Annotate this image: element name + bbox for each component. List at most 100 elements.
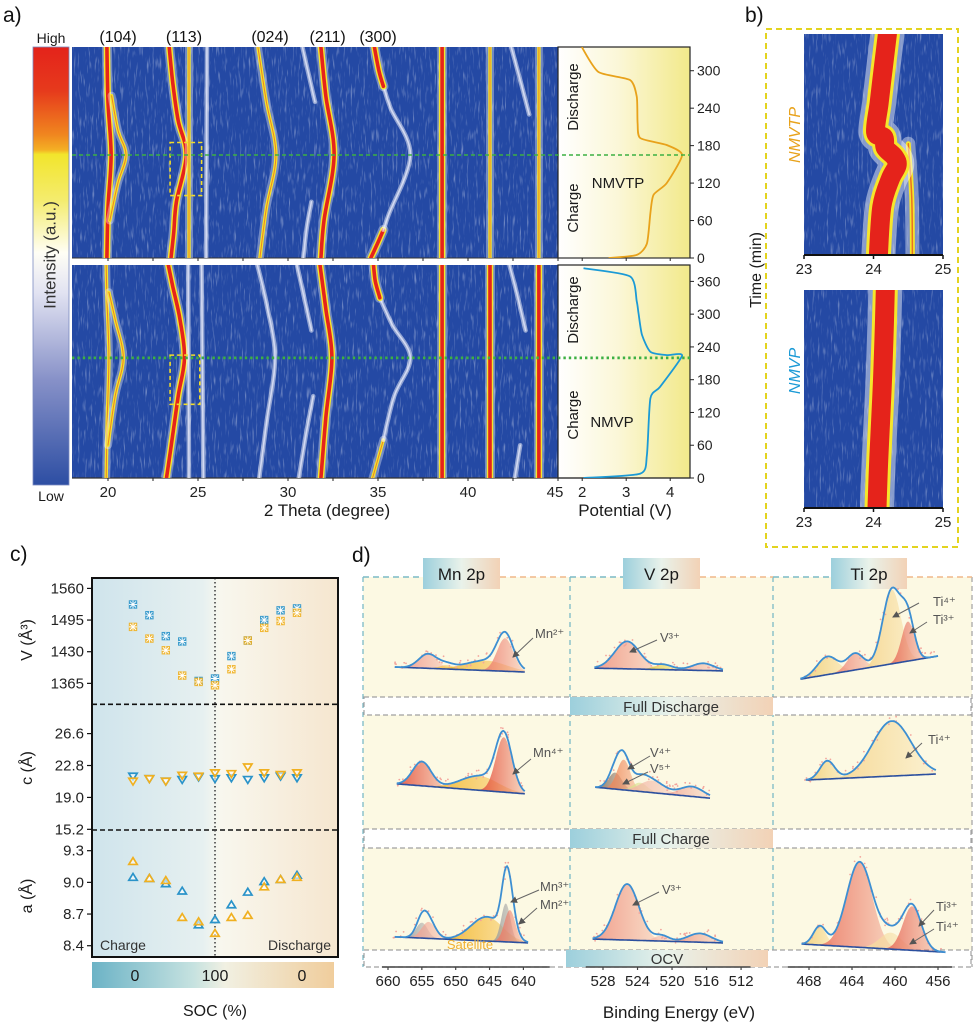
annotation-arrow (518, 907, 538, 925)
raw-data-point (398, 778, 401, 781)
annotation-arrow (512, 637, 534, 658)
raw-data-point (462, 934, 465, 936)
fitted-component (477, 737, 525, 794)
raw-data-point (814, 670, 817, 672)
nmvtp-boxed-asterisk-point (227, 665, 236, 674)
annotation-arrow (909, 621, 928, 634)
raw-data-point (459, 659, 462, 662)
nmvtp-triangle-down-point (274, 770, 287, 780)
raw-data-point (675, 783, 678, 786)
column-header-label: V 2p (644, 565, 679, 584)
diffraction-peak-trace (372, 47, 386, 89)
raw-data-point (673, 663, 676, 666)
annotation-arrow (512, 758, 532, 775)
panel-c: c) V (Å³) c (Å) a (Å) Charge Discharge 0… (10, 543, 339, 1020)
annotation-arrow (892, 602, 920, 618)
raw-data-point (829, 758, 832, 761)
fitted-component (800, 656, 857, 680)
fitted-component (660, 786, 710, 799)
raw-data-point (435, 658, 438, 661)
x-tick-label: 25 (935, 514, 952, 531)
charge-label: Charge (100, 937, 146, 953)
xps-spectrum-ti2p-full-discharge: Ti⁴⁺ Ti³⁺ (800, 586, 956, 680)
nmvtp-triangle-down-point (209, 769, 221, 779)
raw-data-point (847, 658, 850, 661)
highlight-box (169, 141, 203, 197)
annotation-arrow (632, 891, 660, 906)
zoom-region-frame (765, 28, 959, 548)
raw-data-point (916, 915, 918, 918)
raw-data-point (616, 893, 619, 896)
raw-data-point (599, 779, 602, 782)
raw-data-point (394, 661, 396, 664)
raw-data-point (395, 930, 397, 933)
raw-data-point (444, 779, 447, 782)
x-tick-label: 528 (590, 973, 615, 990)
column-header-mn-2p (423, 558, 500, 589)
x-tick-label: 40 (460, 484, 477, 501)
x-axis-title: 2 Theta (degree) (264, 501, 390, 520)
soc-colorbar (92, 962, 334, 988)
x-tick-label: 45 (547, 484, 564, 501)
potential-axis-title: Potential (V) (578, 501, 672, 520)
potential-curve-group (581, 47, 684, 258)
raw-data-point (849, 873, 851, 876)
diffraction-peak-trace (205, 47, 208, 258)
raw-data-point (676, 790, 678, 793)
x-tick-label: 30 (280, 484, 297, 501)
oxidation-state-label: V⁴⁺ (650, 745, 671, 760)
y-tick-label: 9.3 (63, 843, 84, 860)
raw-data-point (660, 928, 662, 931)
raw-data-point (922, 762, 925, 765)
diffraction-peak-trace (510, 47, 530, 116)
fitted-component (668, 933, 723, 943)
nmvtp-triangle-down-point (291, 769, 303, 779)
nmvp-boxed-asterisk-point (161, 631, 170, 641)
raw-data-point (436, 776, 439, 779)
nmvtp-triangle-up-point (192, 916, 205, 926)
diffraction-peak-trace (369, 228, 386, 258)
raw-data-point (865, 866, 868, 869)
diffraction-peak-trace (105, 265, 110, 478)
diffraction-peak-trace (301, 47, 316, 103)
raw-data-point (707, 661, 709, 663)
raw-data-point (462, 924, 465, 927)
annotation-arrow (622, 771, 649, 785)
raw-data-point (439, 777, 442, 780)
raw-data-point (826, 657, 828, 659)
raw-data-point (690, 787, 693, 789)
nmvtp-triangle-down-point (258, 769, 270, 779)
oxidation-state-label: Ti³⁺ (936, 899, 958, 914)
xps-spectrum-ti2p-full-charge: Ti⁴⁺ (804, 715, 951, 783)
x-tick-label: 650 (443, 973, 468, 990)
nmvtp-triangle-down-point (192, 772, 205, 782)
raw-data-point (644, 656, 647, 658)
fitted-component (828, 721, 936, 779)
fitted-envelope (396, 729, 526, 792)
raw-data-point (864, 653, 866, 656)
colorbar-title: Intensity (a.u.) (40, 201, 59, 309)
raw-data-point (492, 915, 495, 917)
raw-data-point (523, 934, 525, 937)
x-axis-title: SOC (%) (183, 1003, 247, 1020)
raw-data-point (409, 769, 412, 772)
raw-data-point (448, 784, 451, 787)
potential-curve (583, 267, 683, 478)
nmvtp-boxed-asterisk-point (178, 671, 187, 680)
potential-x-tick-label: 4 (666, 484, 674, 501)
heatmap-noise-texture (72, 47, 558, 258)
nmvp-triangle-up-point (127, 871, 139, 882)
nmvtp-triangle-up-point (127, 856, 139, 866)
raw-data-point (875, 896, 878, 899)
raw-data-point (600, 936, 603, 939)
sample-label-nmvp: NMVP (787, 348, 804, 395)
potential-curve-group (583, 267, 683, 478)
raw-data-point (605, 654, 607, 657)
xps-spectrum-v2p-full-charge: V⁴⁺V⁵⁺ (595, 745, 711, 799)
peak-label: (024) (251, 29, 288, 46)
nmvp-boxed-asterisk-point (227, 651, 236, 661)
raw-data-point (466, 665, 468, 667)
raw-data-point (613, 646, 616, 649)
annotation-arrow (629, 639, 658, 653)
raw-data-point (467, 659, 469, 662)
